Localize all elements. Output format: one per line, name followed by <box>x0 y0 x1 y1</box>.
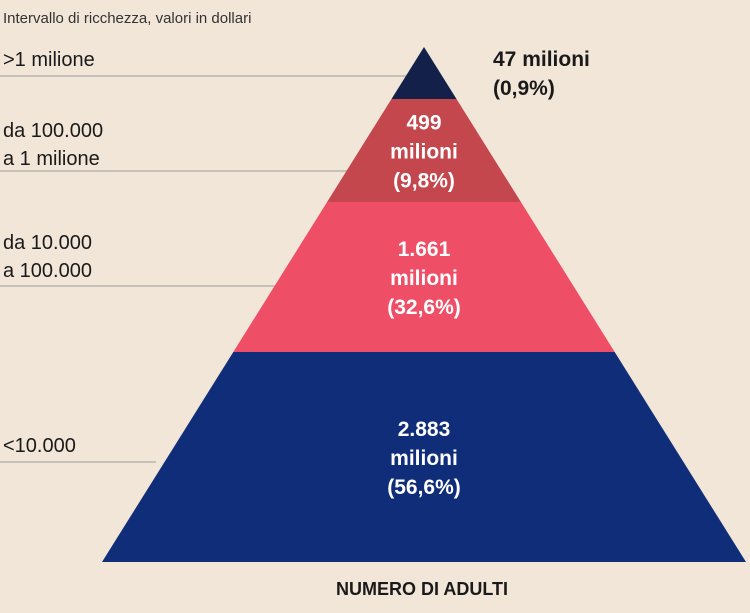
pyramid-band-2 <box>327 99 521 202</box>
x-axis-label: NUMERO DI ADULTI <box>336 579 508 599</box>
value-label-4: 2.883 milioni (56,6%) <box>387 418 461 499</box>
range-label-2: da 100.000 a 1 milione <box>3 120 103 170</box>
guide-lines <box>0 75 410 463</box>
value-label-3: 1.661 milioni (32,6%) <box>387 238 461 319</box>
value-label-1: 47 milioni (0,9%) <box>493 48 590 100</box>
value-labels: 47 milioni (0,9%) 499 milioni (9,8%) 1.661 mil… <box>387 48 590 499</box>
range-label-4: <10.000 <box>3 435 76 457</box>
pyramid-bands <box>102 47 746 562</box>
value-label-2: 499 milioni (9,8%) <box>390 112 458 193</box>
range-label-1: >1 milione <box>3 49 95 71</box>
pyramid-band-4 <box>102 352 746 562</box>
chart-subtitle: Intervallo di ricchezza, valori in dolla… <box>3 10 251 27</box>
pyramid-band-1 <box>391 47 457 99</box>
range-labels: >1 milione da 100.000 a 1 milione da 10.000… <box>3 49 103 457</box>
range-label-3: da 10.000 a 100.000 <box>3 232 92 282</box>
pyramid-band-3 <box>233 202 615 352</box>
